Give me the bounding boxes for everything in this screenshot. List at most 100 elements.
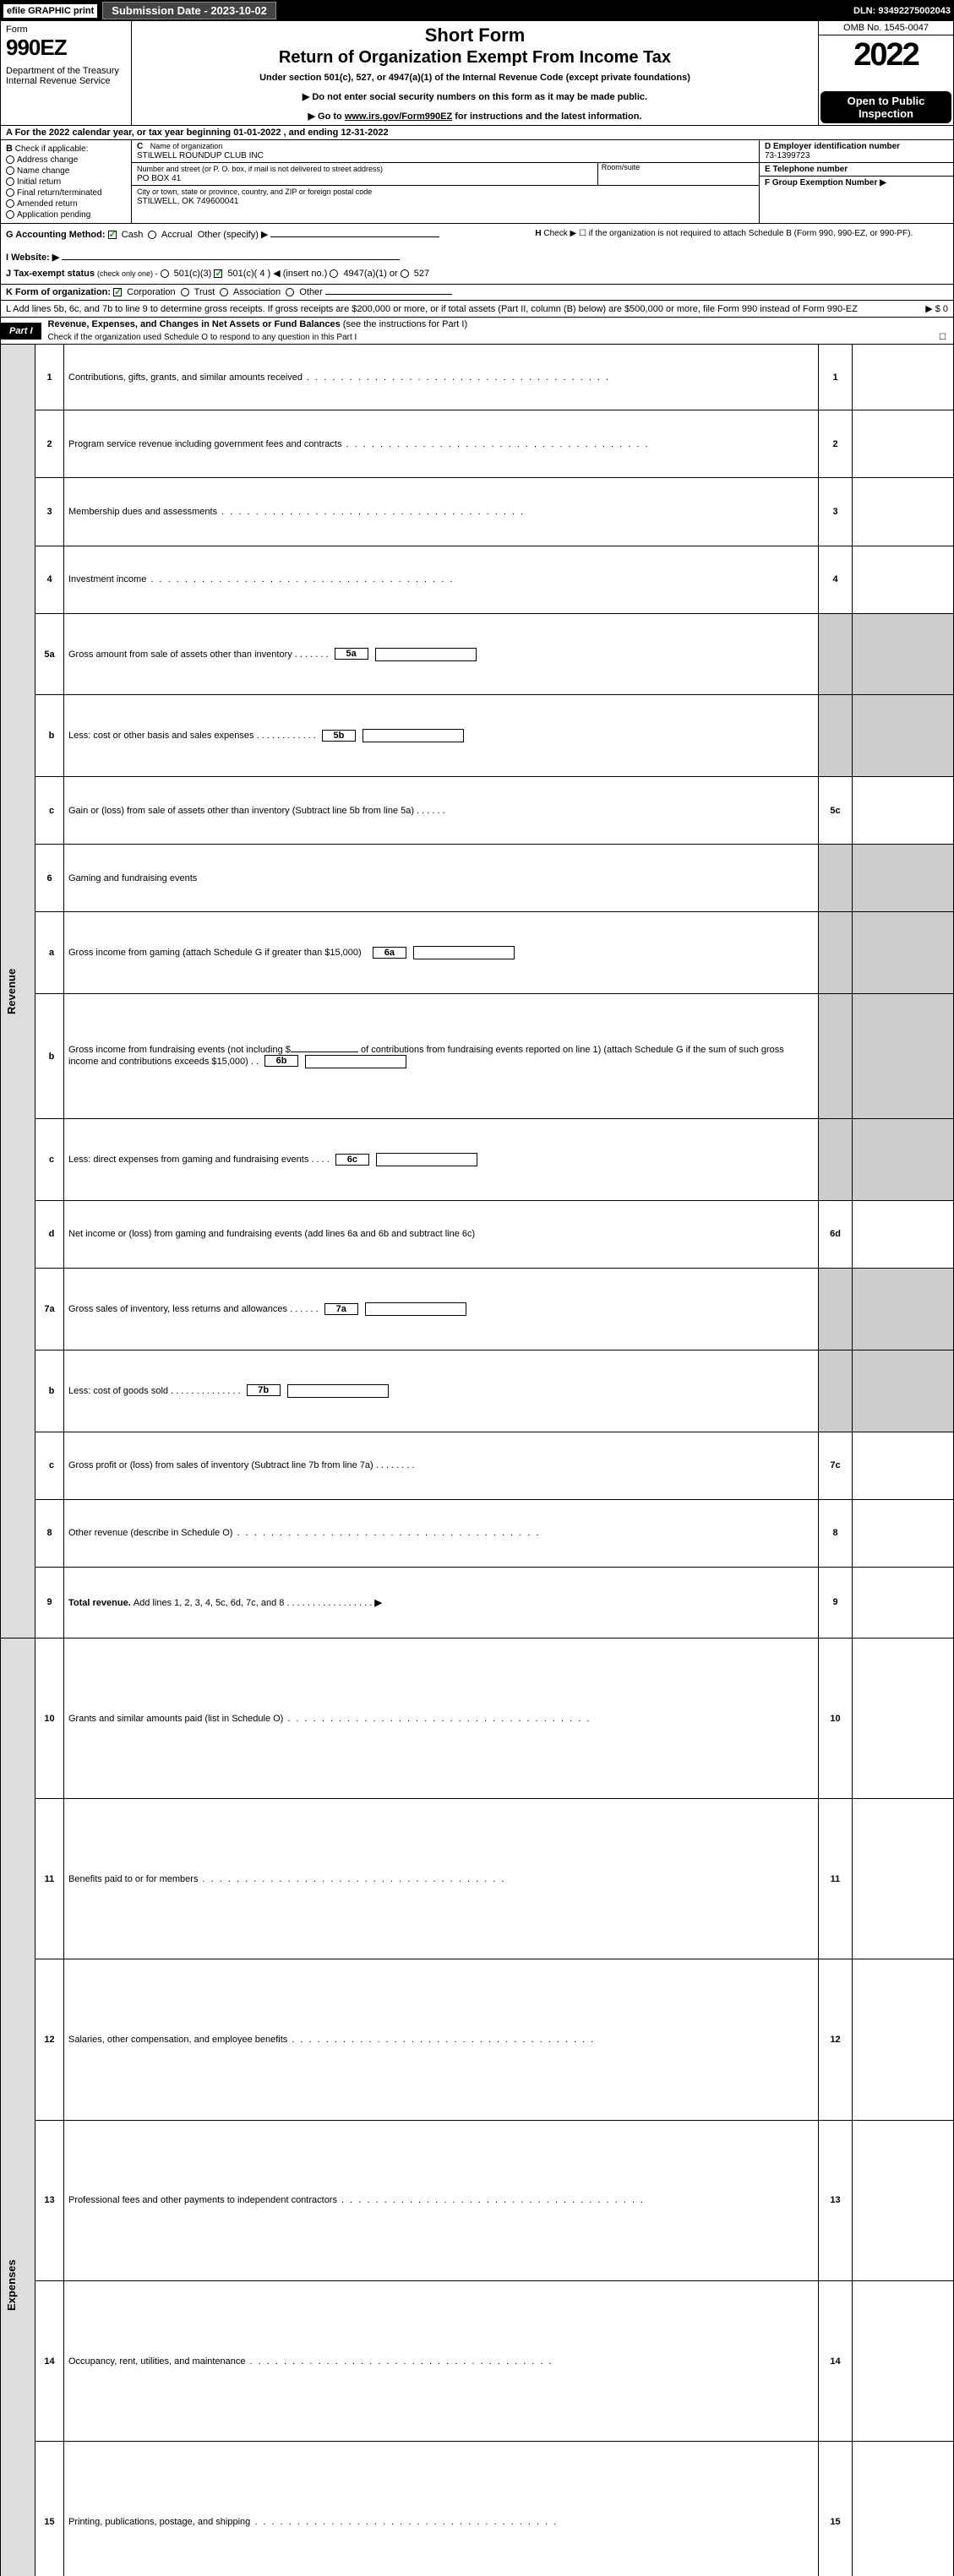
line-rt: 3	[819, 478, 853, 546]
part1-check-text: Check if the organization used Schedule …	[48, 333, 357, 342]
line-amt-shade	[853, 1268, 954, 1350]
inner-box: 7b	[247, 1384, 281, 1396]
j-status: J Tax-exempt status (check only one) - 5…	[6, 268, 501, 279]
inner-box: 5b	[322, 730, 356, 742]
h-text: Check ▶ ☐ if the organization is not req…	[543, 229, 913, 238]
j-4947-lbl: 4947(a)(1) or	[343, 269, 397, 279]
chk-cash[interactable]	[108, 231, 117, 239]
g-cash-lbl: Cash	[122, 230, 144, 240]
open-to-public: Open to Public Inspection	[820, 91, 951, 123]
chk-application-pending[interactable]: Application pending	[6, 210, 126, 220]
chk-corporation[interactable]	[113, 288, 122, 296]
l-text: L Add lines 5b, 6c, and 7b to line 9 to …	[6, 304, 917, 314]
line-num: 15	[35, 2442, 64, 2576]
chk-527[interactable]	[401, 269, 409, 278]
inner-amt	[413, 946, 515, 959]
line-rt: 15	[819, 2442, 853, 2576]
chk-address-change[interactable]: Address change	[6, 155, 126, 165]
chk-initial-return[interactable]: Initial return	[6, 177, 126, 187]
g-accrual-lbl: Accrual	[161, 230, 193, 240]
line-4: 4 Investment income 4	[1, 546, 954, 613]
line-7a: 7a Gross sales of inventory, less return…	[1, 1268, 954, 1350]
topbar-left: efile GRAPHIC print Submission Date - 20…	[3, 2, 276, 19]
line-6b: b Gross income from fundraising events (…	[1, 994, 954, 1118]
b-check-if: Check if applicable:	[13, 144, 89, 154]
line-desc: Professional fees and other payments to …	[64, 2120, 819, 2280]
g-accounting: G Accounting Method: Cash Accrual Other …	[6, 229, 501, 240]
chk-accrual[interactable]	[148, 231, 156, 239]
line-amt	[853, 1639, 954, 1799]
line-desc: Other revenue (describe in Schedule O)	[64, 1499, 819, 1567]
line-desc: Program service revenue including govern…	[64, 410, 819, 478]
line-amt	[853, 546, 954, 613]
line-desc: Less: cost or other basis and sales expe…	[64, 695, 819, 777]
line-14: 14 Occupancy, rent, utilities, and maint…	[1, 2280, 954, 2441]
chk-association[interactable]	[220, 288, 228, 296]
street-row: Number and street (or P. O. box, if mail…	[132, 163, 759, 186]
part1-check-box[interactable]: ☐	[939, 333, 946, 342]
line-num: b	[35, 994, 64, 1118]
i-website: I Website: ▶	[6, 252, 501, 263]
line-rt: 8	[819, 1499, 853, 1567]
inner-amt	[363, 729, 464, 742]
header-mid: Short Form Return of Organization Exempt…	[132, 21, 818, 125]
part1-title: Revenue, Expenses, and Changes in Net As…	[41, 318, 953, 331]
expenses-side-label: Expenses	[1, 1639, 35, 2576]
instruction-1: ▶ Do not enter social security numbers o…	[139, 91, 811, 102]
city-val: STILWELL, OK 749600041	[137, 197, 238, 206]
chk-amended-return[interactable]: Amended return	[6, 199, 126, 209]
j-501c3-lbl: 501(c)(3)	[174, 269, 212, 279]
k-label: K Form of organization:	[6, 287, 111, 297]
line-1: Revenue 1 Contributions, gifts, grants, …	[1, 345, 954, 410]
main-title: Return of Organization Exempt From Incom…	[139, 48, 811, 68]
line-rt: 1	[819, 345, 853, 410]
line-6c: c Less: direct expenses from gaming and …	[1, 1118, 954, 1200]
line-amt	[853, 478, 954, 546]
irs-link[interactable]: www.irs.gov/Form990EZ	[345, 111, 452, 122]
chk-4947[interactable]	[330, 269, 338, 278]
line-6: 6 Gaming and fundraising events	[1, 845, 954, 912]
chk-501c3[interactable]	[161, 269, 169, 278]
chk-trust[interactable]	[181, 288, 189, 296]
chk-name-change[interactable]: Name change	[6, 166, 126, 176]
line-rt: 9	[819, 1567, 853, 1638]
line-desc: Membership dues and assessments	[64, 478, 819, 546]
line-rt: 13	[819, 2120, 853, 2280]
line-desc: Gross profit or (loss) from sales of inv…	[64, 1432, 819, 1499]
line-13: 13 Professional fees and other payments …	[1, 2120, 954, 2280]
line-num: b	[35, 1350, 64, 1432]
line-rt-shade	[819, 613, 853, 695]
k-assoc-lbl: Association	[233, 287, 281, 297]
line-amt	[853, 1432, 954, 1499]
col-b-checkboxes: B Check if applicable: Address change Na…	[1, 140, 132, 223]
line-rt-shade	[819, 845, 853, 912]
short-form-title: Short Form	[139, 24, 811, 46]
line-amt	[853, 2280, 954, 2441]
ein-val: 73-1399723	[765, 151, 948, 160]
col-c-org: C Name of organization STILWELL ROUNDUP …	[132, 140, 759, 223]
chk-label: Amended return	[17, 199, 78, 209]
line-num: 14	[35, 2280, 64, 2441]
line-desc: Total revenue. Add lines 1, 2, 3, 4, 5c,…	[64, 1567, 819, 1638]
chk-final-return[interactable]: Final return/terminated	[6, 188, 126, 198]
line-amt-shade	[853, 845, 954, 912]
line-rt: 10	[819, 1639, 853, 1799]
line-desc: Less: direct expenses from gaming and fu…	[64, 1118, 819, 1200]
city-row: City or town, state or province, country…	[132, 186, 759, 208]
line-num: 9	[35, 1567, 64, 1638]
chk-501c4[interactable]	[214, 269, 222, 278]
part1-tag: Part I	[1, 323, 41, 340]
inner-amt	[375, 648, 477, 661]
chk-other-org[interactable]	[286, 288, 294, 296]
line-desc: Gross income from fundraising events (no…	[64, 994, 819, 1118]
g-label: G Accounting Method:	[6, 230, 106, 240]
j-527-lbl: 527	[414, 269, 429, 279]
inner-amt	[287, 1384, 389, 1398]
chk-label: Address change	[17, 155, 78, 165]
line-rt: 7c	[819, 1432, 853, 1499]
form-number: 990EZ	[6, 35, 126, 61]
room-lbl: Room/suite	[602, 163, 641, 171]
line-num: 4	[35, 546, 64, 613]
expenses-label-text: Expenses	[5, 1641, 18, 2576]
line-7b: b Less: cost of goods sold . . . . . . .…	[1, 1350, 954, 1432]
